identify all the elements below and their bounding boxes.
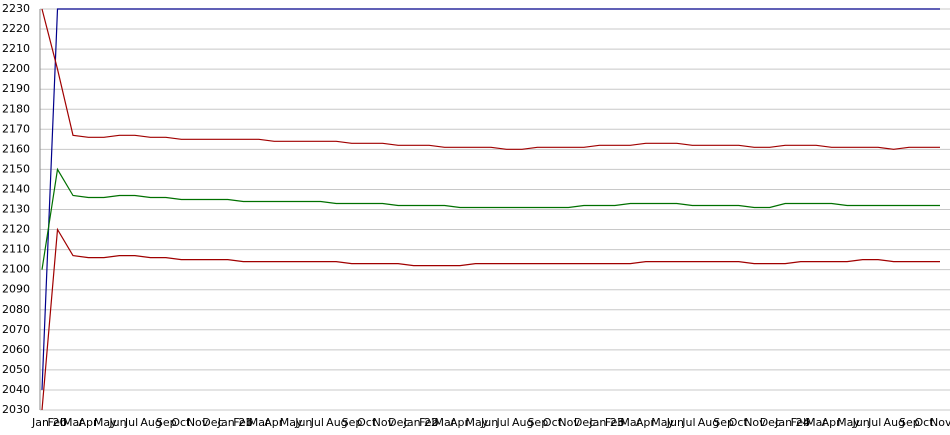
x-tick-label: Nov — [558, 416, 580, 429]
x-tick-label: Nov — [187, 416, 209, 429]
x-tick-label: Jun — [852, 416, 870, 429]
x-tick-label: Apr — [636, 416, 656, 429]
x-tick-label: Dec — [574, 416, 595, 429]
x-tick-label: Mar — [435, 416, 456, 429]
y-tick-label: 2150 — [2, 162, 30, 175]
x-tick-label: Aug — [512, 416, 533, 429]
x-tick-label: Jul — [867, 416, 881, 429]
x-tick-label: Sep — [527, 416, 548, 429]
y-tick-label: 2070 — [2, 323, 30, 336]
x-tick-label: Oct — [543, 416, 563, 429]
x-tick-label: Jul — [124, 416, 138, 429]
x-tick-label: Jan 20 — [31, 416, 66, 429]
y-tick-label: 2110 — [2, 243, 30, 256]
x-tick-label: Sep — [342, 416, 363, 429]
series-line — [41, 8, 940, 390]
y-tick-label: 2210 — [2, 42, 30, 55]
x-tick-label: Jun — [480, 416, 498, 429]
x-tick-label: Jul — [495, 416, 509, 429]
y-tick-label: 2130 — [2, 203, 30, 216]
series-line — [41, 8, 940, 150]
x-tick-label: Jan 23 — [588, 416, 623, 429]
y-tick-label: 2080 — [2, 303, 30, 316]
x-tick-label: May — [651, 416, 674, 429]
y-tick-label: 2170 — [2, 122, 30, 135]
x-tick-label: Jan 21 — [217, 416, 252, 429]
x-tick-label: Aug — [698, 416, 719, 429]
x-tick-label: Apr — [78, 416, 98, 429]
x-tick-label: Jul — [681, 416, 695, 429]
x-tick-label: Jun — [666, 416, 684, 429]
x-tick-label: Jun — [108, 416, 126, 429]
x-tick-label: Feb — [419, 416, 438, 429]
x-tick-label: Aug — [326, 416, 347, 429]
y-tick-label: 2060 — [2, 343, 30, 356]
x-tick-label: Sep — [156, 416, 177, 429]
x-tick-label: Feb — [605, 416, 624, 429]
y-tick-label: 2190 — [2, 82, 30, 95]
y-tick-label: 2120 — [2, 223, 30, 236]
x-tick-label: Feb — [233, 416, 252, 429]
x-tick-label: May — [837, 416, 860, 429]
x-tick-label: Apr — [264, 416, 284, 429]
y-tick-label: 2180 — [2, 102, 30, 115]
y-tick-label: 2050 — [2, 363, 30, 376]
x-tick-label: May — [280, 416, 303, 429]
x-tick-label: Dec — [388, 416, 409, 429]
series-line — [41, 167, 940, 270]
x-tick-label: Oct — [729, 416, 749, 429]
y-tick-label: 2090 — [2, 283, 30, 296]
y-tick-label: 2100 — [2, 263, 30, 276]
y-tick-label: 2200 — [2, 62, 30, 75]
x-tick-label: Feb — [47, 416, 66, 429]
y-tick-label: 2040 — [2, 383, 30, 396]
x-tick-label: Jan 24 — [774, 416, 809, 429]
x-tick-label: May — [94, 416, 117, 429]
x-tick-label: Aug — [140, 416, 161, 429]
x-tick-label: Nov — [930, 416, 950, 429]
x-tick-label: Sep — [899, 416, 920, 429]
x-tick-label: Jan 22 — [403, 416, 438, 429]
x-tick-label: Nov — [744, 416, 766, 429]
x-tick-label: Aug — [884, 416, 905, 429]
series-line — [41, 227, 940, 411]
x-tick-label: Feb — [791, 416, 810, 429]
x-tick-label: Mar — [620, 416, 641, 429]
x-tick-label: Jul — [310, 416, 324, 429]
x-tick-label: Mar — [806, 416, 827, 429]
x-tick-label: Apr — [450, 416, 470, 429]
x-tick-label: Sep — [713, 416, 734, 429]
x-tick-label: May — [466, 416, 489, 429]
x-tick-label: Oct — [915, 416, 935, 429]
x-tick-label: Dec — [760, 416, 781, 429]
x-tick-label: Nov — [373, 416, 395, 429]
x-tick-label: Mar — [63, 416, 84, 429]
y-tick-label: 2160 — [2, 142, 30, 155]
x-tick-label: Jun — [294, 416, 312, 429]
y-tick-label: 2220 — [2, 22, 30, 35]
y-tick-label: 2140 — [2, 182, 30, 195]
y-tick-label: 2230 — [2, 2, 30, 15]
x-tick-label: Apr — [822, 416, 842, 429]
x-tick-label: Dec — [202, 416, 223, 429]
x-tick-label: Oct — [171, 416, 191, 429]
x-tick-label: Mar — [249, 416, 270, 429]
x-tick-label: Oct — [357, 416, 377, 429]
y-tick-label: 2030 — [2, 403, 30, 416]
